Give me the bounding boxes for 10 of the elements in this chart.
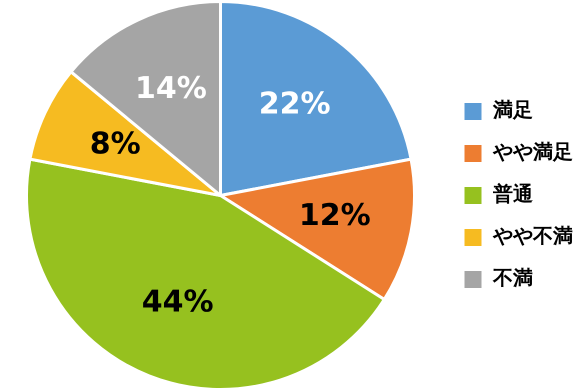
data-label: 14% <box>135 70 207 106</box>
data-label: 8% <box>90 126 141 162</box>
legend-label: やや不満 <box>492 224 573 248</box>
legend-label: 満足 <box>492 98 533 122</box>
data-label: 44% <box>142 284 214 320</box>
data-label: 22% <box>258 86 331 122</box>
data-label: 12% <box>298 198 371 234</box>
legend-label: 普通 <box>492 182 533 206</box>
legend-label: やや満足 <box>492 140 573 164</box>
legend-label: 不満 <box>492 266 533 290</box>
